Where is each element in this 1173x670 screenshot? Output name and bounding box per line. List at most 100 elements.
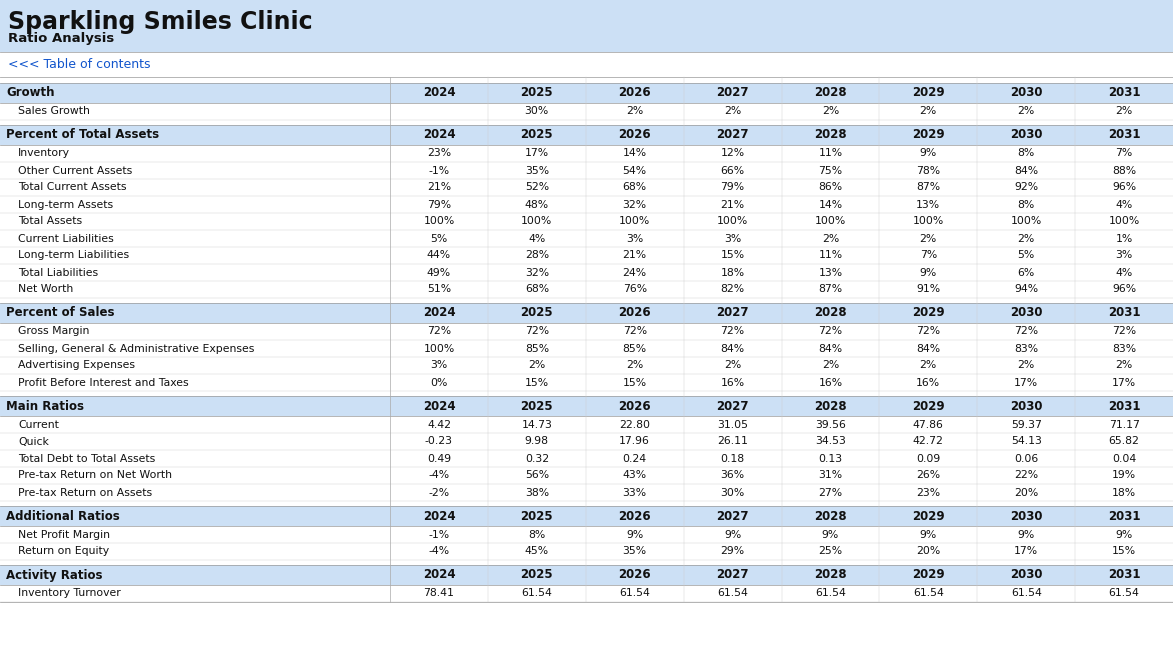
Text: 33%: 33%: [623, 488, 646, 498]
Text: 87%: 87%: [916, 182, 941, 192]
Text: 2028: 2028: [814, 509, 847, 523]
Text: 25%: 25%: [819, 547, 842, 557]
Text: 0.06: 0.06: [1015, 454, 1038, 464]
Text: 2029: 2029: [911, 86, 944, 100]
Text: -4%: -4%: [428, 470, 449, 480]
Text: 2025: 2025: [521, 306, 554, 320]
FancyBboxPatch shape: [0, 145, 1173, 162]
Text: 0.32: 0.32: [524, 454, 549, 464]
Text: 0.04: 0.04: [1112, 454, 1137, 464]
FancyBboxPatch shape: [0, 303, 1173, 323]
Text: 2%: 2%: [626, 107, 643, 117]
Text: 2031: 2031: [1107, 306, 1140, 320]
Text: 2024: 2024: [422, 569, 455, 582]
Text: Percent of Sales: Percent of Sales: [6, 306, 115, 320]
Text: 100%: 100%: [1011, 216, 1042, 226]
Text: 23%: 23%: [427, 149, 450, 159]
FancyBboxPatch shape: [0, 162, 1173, 179]
Text: 2024: 2024: [422, 86, 455, 100]
Text: 2027: 2027: [717, 399, 748, 413]
Text: Net Profit Margin: Net Profit Margin: [18, 529, 110, 539]
Text: 2029: 2029: [911, 509, 944, 523]
Text: 100%: 100%: [913, 216, 944, 226]
Text: 2%: 2%: [1017, 234, 1035, 243]
Text: 71.17: 71.17: [1108, 419, 1139, 429]
FancyBboxPatch shape: [0, 125, 1173, 145]
Text: 72%: 72%: [524, 326, 549, 336]
Text: 2029: 2029: [911, 129, 944, 141]
Text: 31%: 31%: [819, 470, 842, 480]
Text: 72%: 72%: [623, 326, 646, 336]
Text: 2026: 2026: [618, 569, 651, 582]
Text: 0.24: 0.24: [623, 454, 646, 464]
Text: 28%: 28%: [524, 251, 549, 261]
Text: 7%: 7%: [920, 251, 937, 261]
Text: 100%: 100%: [1108, 216, 1140, 226]
Text: 2026: 2026: [618, 86, 651, 100]
Text: 24%: 24%: [623, 267, 646, 277]
Text: 4%: 4%: [1116, 267, 1133, 277]
Text: 76%: 76%: [623, 285, 646, 295]
Text: Main Ratios: Main Ratios: [6, 399, 84, 413]
Text: 17%: 17%: [524, 149, 549, 159]
Text: 30%: 30%: [524, 107, 549, 117]
Text: 2028: 2028: [814, 86, 847, 100]
Text: 17.96: 17.96: [619, 436, 650, 446]
Text: 79%: 79%: [427, 200, 450, 210]
Text: Other Current Assets: Other Current Assets: [18, 165, 133, 176]
Text: 3%: 3%: [724, 234, 741, 243]
Text: 21%: 21%: [427, 182, 450, 192]
Text: 36%: 36%: [720, 470, 745, 480]
Text: 2025: 2025: [521, 86, 554, 100]
Text: Long-term Assets: Long-term Assets: [18, 200, 113, 210]
Text: 2%: 2%: [724, 107, 741, 117]
Text: 5%: 5%: [430, 234, 448, 243]
Text: 78%: 78%: [916, 165, 941, 176]
Text: 47.86: 47.86: [913, 419, 944, 429]
FancyBboxPatch shape: [0, 484, 1173, 501]
Text: 45%: 45%: [524, 547, 549, 557]
Text: 31.05: 31.05: [717, 419, 748, 429]
Text: 2030: 2030: [1010, 509, 1043, 523]
Text: 20%: 20%: [916, 547, 941, 557]
Text: 61.54: 61.54: [521, 588, 552, 598]
Text: 2031: 2031: [1107, 399, 1140, 413]
Text: 2%: 2%: [920, 234, 937, 243]
Text: 39.56: 39.56: [815, 419, 846, 429]
Text: 0.09: 0.09: [916, 454, 941, 464]
Text: 4%: 4%: [528, 234, 545, 243]
Text: 2026: 2026: [618, 509, 651, 523]
Text: 14%: 14%: [623, 149, 646, 159]
Text: 21%: 21%: [623, 251, 646, 261]
Text: 11%: 11%: [819, 149, 842, 159]
FancyBboxPatch shape: [0, 230, 1173, 247]
Text: 18%: 18%: [1112, 488, 1137, 498]
Text: Quick: Quick: [18, 436, 49, 446]
Text: 94%: 94%: [1015, 285, 1038, 295]
Text: -0.23: -0.23: [425, 436, 453, 446]
Text: Advertising Expenses: Advertising Expenses: [18, 360, 135, 371]
FancyBboxPatch shape: [0, 396, 1173, 416]
Text: 23%: 23%: [916, 488, 941, 498]
Text: 2%: 2%: [1116, 107, 1133, 117]
Text: 15%: 15%: [1112, 547, 1137, 557]
Text: 2%: 2%: [920, 360, 937, 371]
Text: 100%: 100%: [717, 216, 748, 226]
Text: Current Liabilities: Current Liabilities: [18, 234, 114, 243]
Text: 9%: 9%: [724, 529, 741, 539]
Text: 32%: 32%: [623, 200, 646, 210]
Text: 42.72: 42.72: [913, 436, 944, 446]
Text: 27%: 27%: [819, 488, 842, 498]
Text: Ratio Analysis: Ratio Analysis: [8, 32, 114, 45]
Text: 26%: 26%: [916, 470, 941, 480]
Text: 5%: 5%: [1017, 251, 1035, 261]
Text: 96%: 96%: [1112, 285, 1137, 295]
Text: <<< Table of contents: <<< Table of contents: [8, 58, 150, 71]
Text: 100%: 100%: [423, 216, 455, 226]
Text: 2%: 2%: [822, 107, 839, 117]
Text: 9%: 9%: [920, 267, 937, 277]
Text: 0.49: 0.49: [427, 454, 450, 464]
Text: 13%: 13%: [916, 200, 941, 210]
FancyBboxPatch shape: [0, 281, 1173, 298]
Text: 4.42: 4.42: [427, 419, 450, 429]
